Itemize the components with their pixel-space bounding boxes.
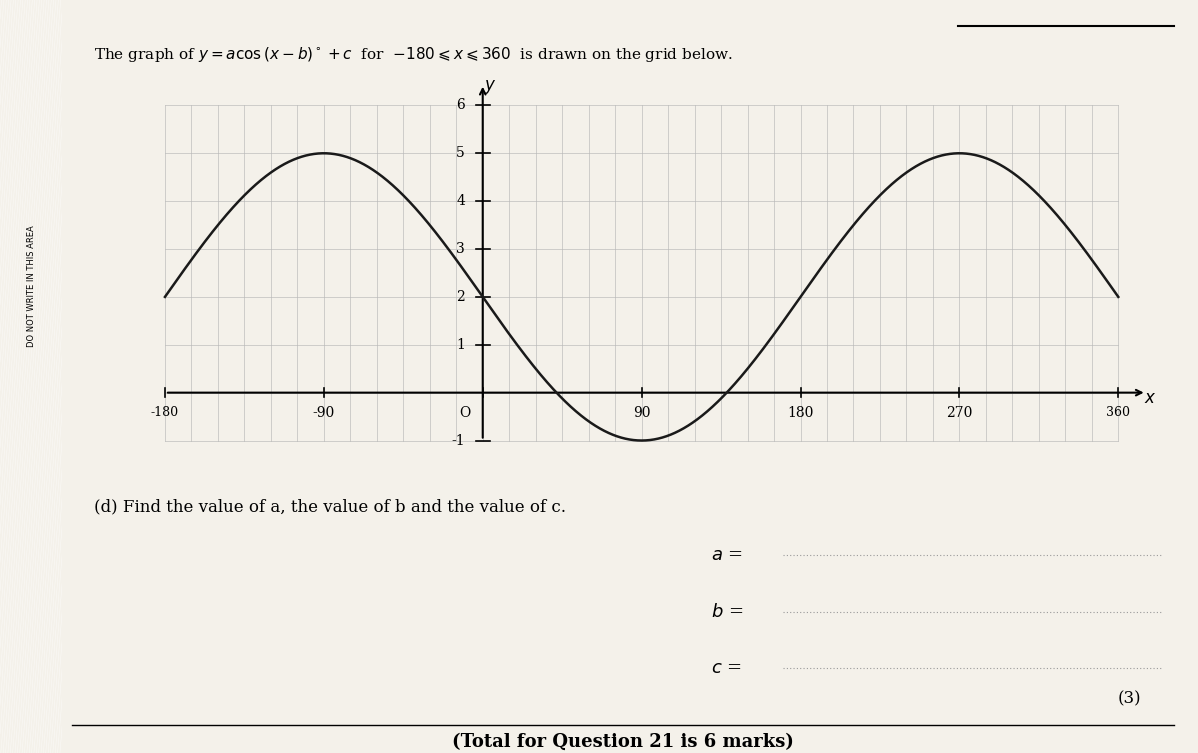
Text: 270: 270 bbox=[946, 406, 973, 420]
Text: $a$ =: $a$ = bbox=[712, 547, 743, 564]
Text: 4: 4 bbox=[456, 194, 465, 208]
Text: The graph of $y = a\mathrm{cos}\,(x - b)^\circ + c$  for  $-180 \leqslant x \leq: The graph of $y = a\mathrm{cos}\,(x - b)… bbox=[93, 45, 733, 64]
Text: 6: 6 bbox=[456, 99, 465, 112]
Text: -90: -90 bbox=[313, 406, 335, 420]
Text: 2: 2 bbox=[456, 290, 465, 304]
Text: 180: 180 bbox=[787, 406, 813, 420]
Text: (Total for Question 21 is 6 marks): (Total for Question 21 is 6 marks) bbox=[452, 733, 794, 751]
Text: 90: 90 bbox=[633, 406, 651, 420]
Text: 5: 5 bbox=[456, 146, 465, 160]
Text: $c$ =: $c$ = bbox=[712, 660, 742, 677]
Text: $b$ =: $b$ = bbox=[712, 603, 744, 620]
Text: -1: -1 bbox=[452, 434, 465, 447]
Text: 1: 1 bbox=[456, 338, 465, 352]
Text: (d) Find the value of a, the value of b and the value of c.: (d) Find the value of a, the value of b … bbox=[93, 498, 565, 516]
Text: DO NOT WRITE IN THIS AREA: DO NOT WRITE IN THIS AREA bbox=[26, 225, 36, 347]
Text: 3: 3 bbox=[456, 242, 465, 256]
Text: (3): (3) bbox=[1118, 691, 1140, 708]
Text: 360: 360 bbox=[1106, 406, 1130, 419]
Text: O: O bbox=[460, 406, 471, 420]
Text: -180: -180 bbox=[151, 406, 179, 419]
Text: $y$: $y$ bbox=[484, 78, 496, 96]
Text: $x$: $x$ bbox=[1144, 390, 1156, 407]
